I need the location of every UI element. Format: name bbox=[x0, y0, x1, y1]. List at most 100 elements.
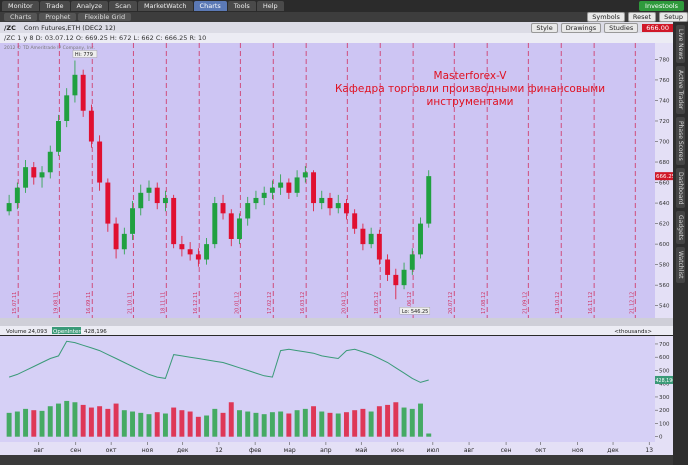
candle-body bbox=[237, 218, 242, 239]
last-price-label: 666.25 bbox=[656, 174, 673, 180]
chart-tool[interactable]: Drawings bbox=[560, 22, 602, 33]
y-tick-label: 620 bbox=[659, 222, 670, 228]
candle-body bbox=[401, 269, 407, 286]
menu-tab[interactable]: Trade bbox=[39, 1, 70, 11]
candle-body bbox=[130, 208, 135, 234]
symbol[interactable]: /ZC bbox=[4, 23, 16, 32]
oi-last-box bbox=[655, 375, 673, 384]
toolbar-button[interactable]: Symbols bbox=[587, 12, 625, 22]
menu-tab[interactable]: Monitor bbox=[2, 1, 39, 11]
candle-body bbox=[385, 259, 391, 275]
candle-body bbox=[97, 141, 103, 183]
volume-bar bbox=[80, 404, 86, 437]
candle-body bbox=[294, 177, 300, 193]
candle-body bbox=[138, 192, 144, 209]
menu-tab[interactable]: Charts bbox=[193, 1, 227, 11]
volume-bar bbox=[360, 408, 366, 437]
volume-bar bbox=[269, 412, 275, 437]
menu-tab[interactable]: Analyze bbox=[70, 1, 109, 11]
y-tick-label: 560 bbox=[659, 283, 670, 289]
pane-separator bbox=[0, 318, 673, 326]
sub-tab[interactable]: Flexible Grid bbox=[78, 13, 132, 21]
y-tick-label: 600 bbox=[659, 355, 670, 361]
chart-tool[interactable]: Style bbox=[531, 22, 558, 33]
side-tab[interactable]: Gadgets bbox=[676, 211, 685, 245]
hi-label: Hi: 779 bbox=[75, 52, 93, 58]
candle-body bbox=[88, 110, 94, 142]
candle-body bbox=[352, 213, 358, 229]
candle-body bbox=[343, 203, 349, 214]
volume-bar bbox=[130, 411, 135, 437]
volume-bar bbox=[171, 407, 177, 437]
volume-bar bbox=[47, 406, 53, 437]
candle-body bbox=[171, 197, 177, 245]
candle-body bbox=[14, 187, 20, 204]
volume-bar bbox=[105, 408, 111, 437]
volume-bar bbox=[319, 411, 325, 437]
candle-body bbox=[311, 172, 317, 204]
volume-bar bbox=[146, 414, 152, 437]
symbol-bar: /ZC Corn Futures,ETH (DEC2 12) Style Draw… bbox=[0, 22, 673, 33]
volume-bar bbox=[401, 407, 407, 437]
x-tick-label: ноя bbox=[142, 447, 154, 454]
price-axis bbox=[655, 43, 673, 318]
x-axis bbox=[0, 442, 673, 455]
volume-bar bbox=[195, 416, 201, 437]
x-tick-label: авг bbox=[34, 447, 44, 454]
x-tick-label: сен bbox=[70, 447, 81, 454]
oi-label: OpenInterest bbox=[53, 329, 90, 335]
side-tab[interactable]: Watchlist bbox=[676, 247, 685, 283]
menu-tab[interactable]: MarketWatch bbox=[137, 1, 193, 11]
last-price: 666.00 bbox=[642, 23, 673, 32]
volume-bar bbox=[220, 412, 226, 437]
chart-tool[interactable]: Studies bbox=[604, 22, 639, 33]
candle-body bbox=[228, 213, 234, 239]
x-tick-label: ноя bbox=[572, 447, 584, 454]
side-panel: Live News Active Trader Phase Scores Dashbo… bbox=[673, 22, 688, 465]
volume-bar bbox=[179, 410, 185, 437]
candle-body bbox=[245, 203, 251, 219]
description: Corn Futures,ETH (DEC2 12) bbox=[23, 23, 116, 32]
x-tick-label: окт bbox=[106, 447, 117, 454]
side-tab[interactable]: Phase Scores bbox=[676, 116, 685, 165]
volume-bar bbox=[294, 410, 300, 437]
x-tick-label: дек bbox=[177, 447, 189, 454]
watermark: Masterforex-V bbox=[434, 70, 508, 82]
volume-bar bbox=[286, 413, 292, 437]
volume-bar bbox=[39, 410, 45, 437]
side-tab[interactable]: Active Trader bbox=[676, 66, 685, 114]
menu-tab[interactable]: Tools bbox=[227, 1, 256, 11]
x-tick-label: апр bbox=[320, 447, 332, 454]
y-tick-label: 200 bbox=[659, 408, 670, 414]
volume-bar bbox=[228, 402, 234, 437]
date-marker-label: 17.08.12 bbox=[481, 292, 487, 314]
toolbar-button[interactable]: Reset bbox=[627, 12, 657, 22]
menu-tab[interactable]: Scan bbox=[109, 1, 137, 11]
y-tick-label: 500 bbox=[659, 368, 670, 374]
candle-body bbox=[335, 203, 341, 209]
side-tab[interactable]: Dashboard bbox=[676, 167, 685, 209]
y-tick-label: 100 bbox=[659, 421, 670, 427]
candle-body bbox=[409, 254, 415, 270]
lo-label: Lo: 546.25 bbox=[402, 309, 429, 315]
y-tick-label: 600 bbox=[659, 242, 670, 248]
candle-body bbox=[327, 197, 333, 209]
volume-bar bbox=[352, 410, 358, 437]
open-interest-line bbox=[8, 340, 429, 383]
toolbar-button[interactable]: Setup bbox=[659, 12, 688, 22]
x-tick-label: июл bbox=[426, 447, 439, 454]
volume-bar bbox=[253, 412, 259, 437]
date-marker-label: 18.05.12 bbox=[374, 292, 380, 314]
candle-body bbox=[187, 249, 193, 255]
menu-tab[interactable]: Help bbox=[256, 1, 284, 11]
side-tab[interactable]: Live News bbox=[676, 25, 685, 64]
x-tick-label: окт bbox=[535, 447, 546, 454]
sub-tab[interactable]: Prophet bbox=[39, 13, 77, 21]
volume-bar bbox=[302, 408, 308, 437]
x-tick-label: фев bbox=[249, 447, 262, 454]
volume-bar bbox=[113, 403, 119, 437]
sub-tab[interactable]: Charts bbox=[4, 13, 38, 21]
brand-button[interactable]: Investools bbox=[639, 1, 684, 11]
y-tick-label: 400 bbox=[659, 382, 670, 388]
